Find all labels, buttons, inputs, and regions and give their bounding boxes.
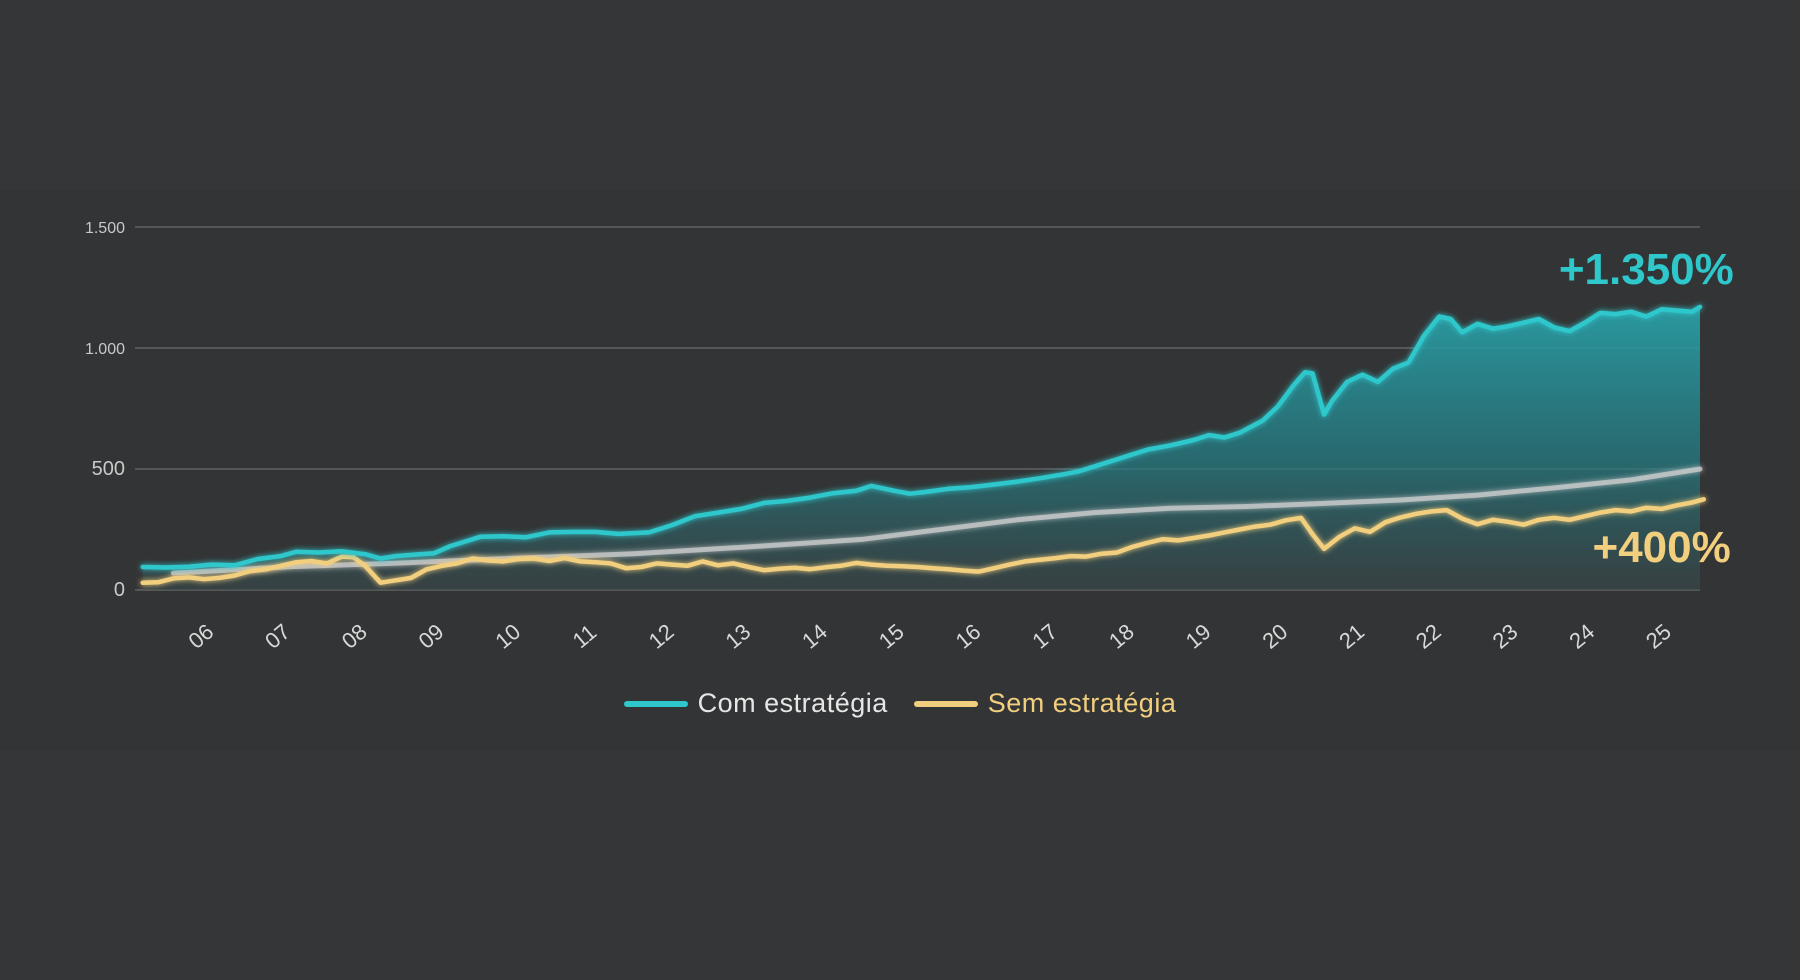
- x-tick-label: 18: [1104, 619, 1139, 654]
- legend-swatch-com: [623, 700, 688, 707]
- y-tick-label: 500: [92, 458, 125, 480]
- legend-item-sem[interactable]: Sem estratégia: [913, 688, 1177, 719]
- x-tick-label: 07: [260, 619, 295, 654]
- y-tick-label: 1.000: [85, 341, 125, 358]
- legend-label-com: Com estratégia: [697, 688, 888, 718]
- annotation-label-0: +1.350%: [1559, 245, 1734, 294]
- legend: Com estratégia Sem estratégia: [0, 688, 1800, 719]
- series-line-1[interactable]: [140, 497, 1707, 585]
- x-tick-label: 24: [1564, 619, 1599, 654]
- x-tick-label: 20: [1258, 619, 1293, 654]
- x-tick-label: 21: [1334, 619, 1369, 654]
- series-line-baseline[interactable]: [170, 466, 1703, 576]
- y-axis-ticks: 0 500 1.000 1.500: [85, 220, 125, 601]
- area-fill-series-0: [142, 306, 1701, 590]
- x-tick-label: 25: [1641, 619, 1676, 654]
- x-tick-label: 19: [1181, 619, 1216, 654]
- annotations: +1.350% +400%: [1559, 245, 1734, 572]
- x-tick-label: 11: [568, 619, 602, 653]
- x-tick-label: 10: [490, 619, 525, 654]
- x-tick-label: 09: [414, 619, 449, 654]
- legend-label-sem: Sem estratégia: [987, 688, 1177, 718]
- x-tick-label: 13: [720, 619, 755, 654]
- x-tick-label: 16: [951, 619, 986, 654]
- x-tick-label: 17: [1027, 619, 1062, 654]
- x-tick-label: 15: [874, 619, 909, 654]
- annotation-label-1: +400%: [1593, 523, 1731, 572]
- y-tick-label: 0: [114, 579, 125, 601]
- legend-item-com[interactable]: Com estratégia: [623, 688, 888, 719]
- x-tick-label: 14: [797, 619, 832, 654]
- area-fill-layer: [142, 306, 1701, 590]
- x-tick-label: 08: [337, 619, 372, 654]
- series-lines: [140, 304, 1707, 585]
- x-tick-label: 12: [644, 619, 679, 654]
- y-tick-label: 1.500: [85, 220, 125, 237]
- x-tick-label: 22: [1411, 619, 1446, 654]
- x-axis-ticks: 06 07 08 09 10 11 12 13 14 15 16 17 18 19 20 21 22 23 24 25: [183, 619, 1675, 654]
- chart: 0 500 1.000 1.500 06 07 08 09 10 11 12 13 14 15 16 17 1…: [85, 220, 1734, 654]
- x-tick-label: 23: [1488, 619, 1523, 654]
- series-line-0[interactable]: [140, 304, 1703, 570]
- legend-swatch-sem: [913, 700, 978, 707]
- x-tick-label: 06: [183, 619, 218, 654]
